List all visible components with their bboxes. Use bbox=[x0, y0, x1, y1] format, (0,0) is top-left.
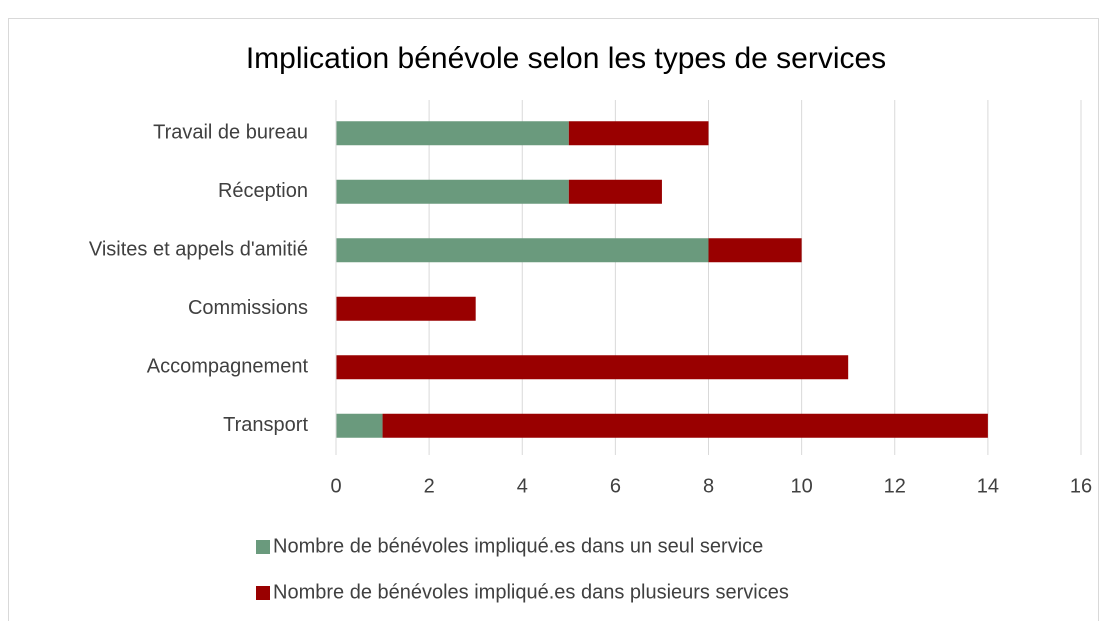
x-tick-label: 10 bbox=[791, 475, 813, 497]
y-tick-label: Travail de bureau bbox=[153, 122, 308, 144]
y-tick-label: Commissions bbox=[188, 297, 308, 319]
bar bbox=[336, 179, 569, 204]
chart-border bbox=[8, 18, 1099, 621]
x-tick-label: 0 bbox=[330, 475, 341, 497]
bar bbox=[382, 413, 988, 438]
y-tick-label: Accompagnement bbox=[147, 356, 309, 378]
bar bbox=[336, 238, 709, 263]
bar bbox=[336, 296, 476, 321]
x-tick-label: 4 bbox=[517, 475, 528, 497]
y-tick-label: Transport bbox=[223, 414, 308, 436]
bar bbox=[708, 238, 802, 263]
x-tick-label: 2 bbox=[424, 475, 435, 497]
bar bbox=[336, 121, 569, 146]
chart-title: Implication bénévole selon les types de … bbox=[246, 42, 886, 75]
x-tick-label: 16 bbox=[1070, 475, 1092, 497]
x-tick-label: 6 bbox=[610, 475, 621, 497]
y-tick-label: Réception bbox=[218, 180, 308, 202]
legend-swatch bbox=[256, 540, 270, 554]
bar bbox=[336, 355, 849, 380]
legend-swatch bbox=[256, 586, 270, 600]
y-tick-label: Visites et appels d'amitié bbox=[89, 239, 308, 261]
bar bbox=[336, 413, 383, 438]
x-tick-label: 12 bbox=[884, 475, 906, 497]
bar bbox=[568, 121, 709, 146]
legend-label: Nombre de bénévoles impliqué.es dans un … bbox=[273, 535, 763, 557]
x-tick-label: 8 bbox=[703, 475, 714, 497]
bar bbox=[568, 179, 662, 204]
legend-label: Nombre de bénévoles impliqué.es dans plu… bbox=[273, 581, 789, 603]
x-tick-label: 14 bbox=[977, 475, 999, 497]
